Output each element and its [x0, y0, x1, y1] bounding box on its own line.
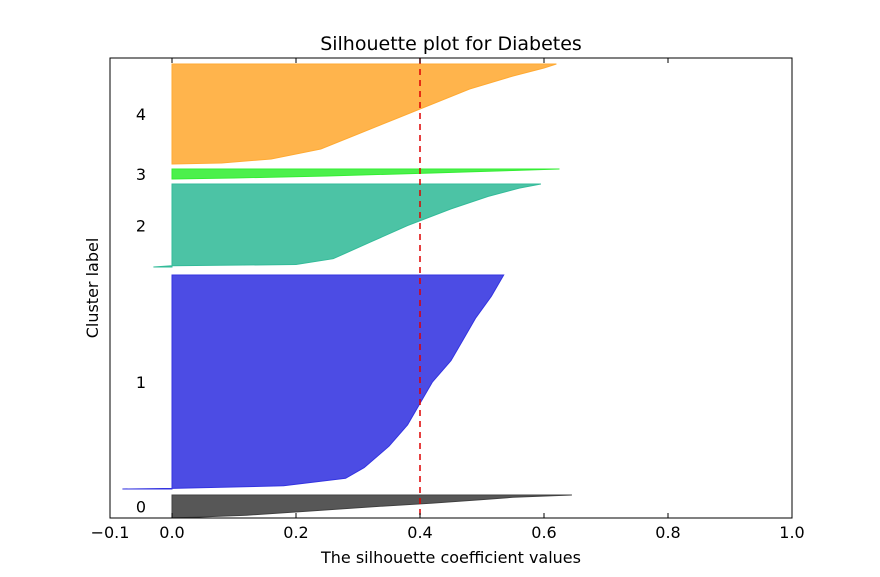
cluster-2-label: 2 [136, 217, 146, 236]
x-tick-label: 0.0 [159, 523, 184, 542]
cluster-3-silhouette [171, 168, 560, 180]
x-axis-label: The silhouette coefficient values [320, 548, 581, 567]
cluster-4-silhouette [171, 63, 557, 165]
cluster-4-label: 4 [136, 105, 146, 124]
cluster-labels: 0 1 2 3 4 [136, 105, 146, 517]
y-axis-label: Cluster label [83, 238, 102, 339]
cluster-3-label: 3 [136, 165, 146, 184]
x-tick-label: −0.1 [91, 523, 130, 542]
x-tick-label: 0.8 [655, 523, 680, 542]
x-tick-label: 0.4 [407, 523, 432, 542]
cluster-0-silhouette [171, 494, 572, 519]
cluster-layer [122, 63, 572, 519]
cluster-1-silhouette [122, 274, 505, 490]
x-axis-ticks: −0.1 0.0 0.2 0.4 0.6 0.8 1.0 [91, 58, 805, 542]
cluster-1-label: 1 [136, 373, 146, 392]
cluster-2-silhouette [153, 183, 541, 268]
x-tick-label: 1.0 [779, 523, 804, 542]
cluster-0-label: 0 [136, 498, 146, 517]
x-tick-label: 0.6 [531, 523, 556, 542]
axes-frame [109, 57, 793, 519]
x-tick-label: 0.2 [283, 523, 308, 542]
chart-title: Silhouette plot for Diabetes [320, 33, 582, 55]
